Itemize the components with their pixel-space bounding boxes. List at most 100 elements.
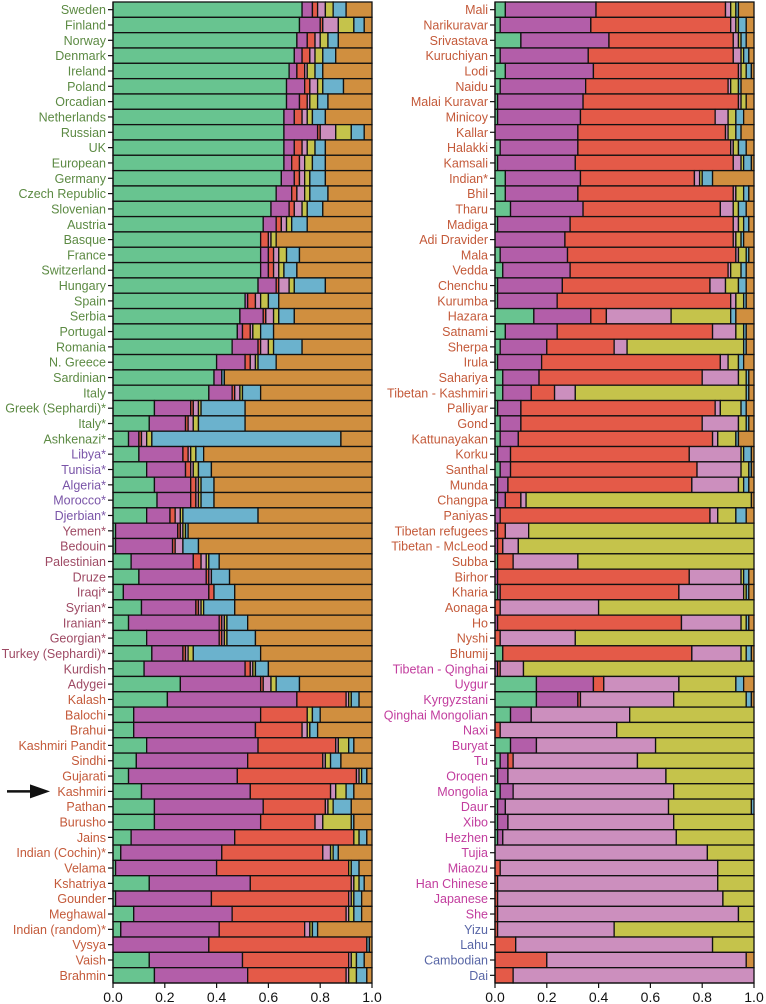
x-tick-label: 0.6 (259, 989, 279, 1004)
bar-segment-pink (496, 921, 615, 938)
bar-segment-red (254, 721, 303, 739)
population-label: Chenchu (438, 279, 488, 293)
population-label: Gounder (57, 892, 106, 906)
bar-segment-green (112, 568, 140, 586)
population-row: Orcadian (55, 93, 373, 110)
population-row: Bhumij (450, 645, 755, 662)
bar-segment-magenta (494, 123, 579, 141)
population-label: Cambodian (424, 954, 488, 968)
bar-segment-magenta (143, 660, 246, 678)
bar-segment-pink (714, 399, 721, 417)
bar-segment-yellow (304, 185, 311, 202)
bar-segment-pink (502, 537, 519, 555)
bar-segment-green (112, 783, 143, 800)
bar-segment-pink (701, 415, 740, 432)
bar-segment-yellow (727, 108, 737, 126)
bar-segment-red (517, 430, 714, 448)
bar-segment-magenta (135, 752, 249, 770)
population-label: Srivastava (430, 34, 488, 48)
bar-segment-green (494, 32, 522, 49)
population-row: Meghawal (49, 905, 373, 923)
population-row: Druze (73, 568, 373, 586)
bar-segment-blue (151, 430, 342, 448)
bar-segment-orange (353, 813, 373, 831)
bar-segment-green (494, 691, 538, 708)
bar-segment-yellow (324, 1, 334, 18)
bar-segment-blue (332, 844, 339, 862)
bar-segment-green (112, 338, 233, 356)
bar-segment-green (112, 323, 238, 340)
bar-segment-yellow (737, 476, 745, 494)
bar-segment-yellow (278, 261, 285, 279)
bar-segment-pink (262, 675, 272, 693)
population-row: Jains (77, 829, 373, 846)
bar-segment-green (112, 445, 140, 463)
bar-segment-yellow (730, 261, 742, 279)
bar-segment-orange (745, 399, 755, 417)
bar-segment-blue (745, 645, 753, 662)
population-label: Djerbian* (55, 509, 107, 523)
bar-segment-pink (504, 522, 530, 540)
bar-segment-yellow (306, 108, 314, 126)
bar-segment-yellow (314, 47, 324, 64)
bar-segment-blue (208, 553, 220, 570)
bar-segment-blue (309, 169, 327, 187)
bar-segment-pink (688, 568, 742, 586)
bar-segment-orange (358, 859, 373, 877)
bar-segment-blue (322, 47, 337, 64)
bar-segment-orange (298, 675, 373, 693)
bar-segment-yellow (259, 292, 270, 310)
bar-segment-magenta (120, 921, 220, 938)
bar-segment-orange (750, 154, 755, 172)
population-label: Kalash (68, 693, 106, 707)
bar-segment-red (208, 583, 215, 601)
bar-segment-blue (314, 62, 324, 80)
bar-segment-magenta (504, 185, 579, 202)
population-row: Sardinian (53, 369, 373, 386)
bar-segment-pink (187, 415, 194, 432)
bar-segment-red (291, 154, 301, 172)
bar-segment-green (494, 47, 501, 64)
bar-segment-blue (257, 353, 277, 371)
bar-segment-yellow (288, 277, 295, 294)
bar-segment-pink (696, 461, 742, 478)
bar-segment-orange (353, 737, 373, 754)
bar-segment-green (112, 369, 215, 386)
population-row: Kshatriya (54, 875, 373, 892)
population-row: Adi Dravider (419, 231, 755, 248)
bar-segment-pink (499, 599, 600, 616)
population-row: Kuruchiyan (425, 47, 755, 64)
bar-segment-blue (332, 798, 352, 816)
bar-segment-red (257, 737, 337, 754)
bar-segment-yellow (673, 783, 755, 800)
bar-segment-red (288, 200, 295, 218)
bar-segment-pink (691, 645, 742, 662)
population-row: Palliyar (447, 399, 755, 417)
bar-segment-orange (368, 936, 373, 954)
bar-segment-yellow (717, 507, 737, 524)
population-label: Adygei (68, 678, 106, 692)
bar-segment-green (112, 829, 132, 846)
bar-segment-red (293, 169, 301, 187)
population-row: Yizu (464, 921, 755, 938)
population-row: Hungary (59, 277, 373, 294)
bar-segment-pink (520, 491, 527, 509)
population-label: Sindhi (71, 754, 106, 768)
bar-segment-blue (742, 47, 750, 64)
bar-segment-green (112, 767, 130, 785)
population-row: Tharu (455, 200, 755, 218)
population-row: Italy (83, 384, 373, 402)
bar-segment-red (509, 445, 690, 463)
bar-segment-blue (355, 951, 365, 969)
bar-segment-green (494, 307, 535, 325)
bar-segment-blue (267, 292, 280, 310)
bar-segment-orange (322, 62, 373, 80)
bar-segment-orange (228, 568, 373, 586)
population-row: Aonaga (445, 599, 755, 616)
population-row: Kyrgyzstani (423, 691, 755, 708)
bar-segment-blue (735, 507, 747, 524)
population-label: Tibetan refugees (395, 524, 488, 538)
bar-segment-green (494, 737, 512, 754)
bar-segment-orange (745, 261, 755, 279)
bar-segment-blue (742, 476, 750, 494)
